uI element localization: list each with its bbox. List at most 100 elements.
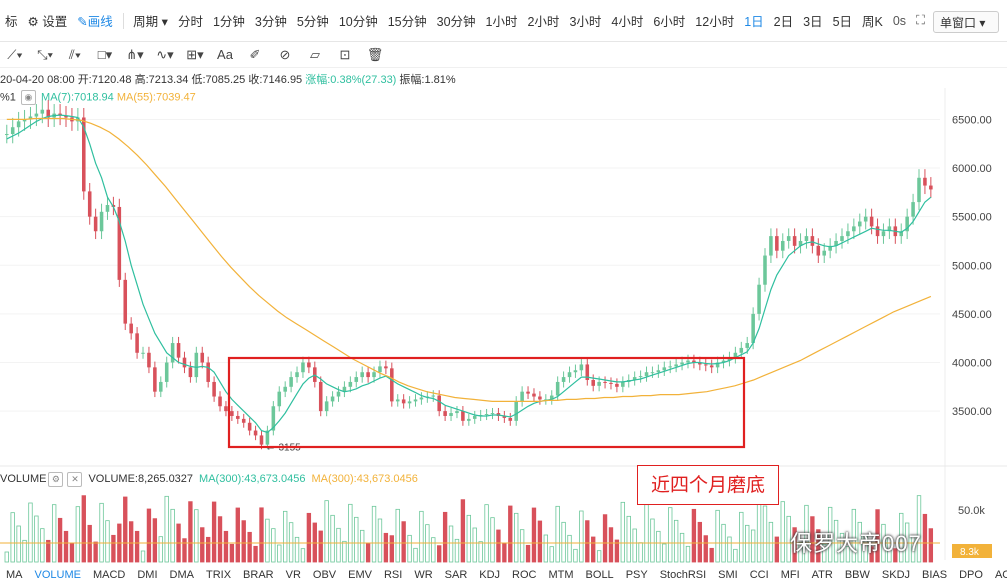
volume-bar	[626, 515, 631, 563]
magnet-tool-icon[interactable]: ⊘	[279, 46, 291, 62]
volume-bar	[620, 501, 626, 563]
indicator-tab-macd[interactable]: MACD	[92, 569, 126, 581]
interval-12[interactable]: 12小时	[695, 15, 735, 29]
brush-tool-icon[interactable]: ✐	[249, 46, 261, 62]
fib-tool-icon[interactable]: ⋔▾	[126, 46, 144, 62]
indicator-tab-sar[interactable]: SAR	[444, 569, 468, 581]
indicator-tab-rsi[interactable]: RSI	[383, 569, 403, 581]
interval-16[interactable]: 5日	[832, 15, 853, 29]
candle-body	[852, 226, 856, 232]
indicator-tab-dmi[interactable]: DMI	[137, 569, 158, 581]
wave-tool-icon[interactable]: ∿▾	[156, 46, 174, 62]
interval-1[interactable]: 1分钟	[212, 15, 245, 29]
eye-icon[interactable]: ◉	[20, 90, 36, 105]
indicator-tab-smi[interactable]: SMI	[718, 569, 738, 581]
line-tool-icon[interactable]: ⟋▾	[7, 46, 23, 62]
interval-6[interactable]: 30分钟	[436, 15, 476, 29]
indicator-tab-dpo[interactable]: DPO	[959, 569, 983, 581]
interval-2[interactable]: 3分钟	[254, 15, 287, 29]
indicator-tab-vr[interactable]: VR	[285, 569, 301, 581]
indicator-tab-kdj[interactable]: KDJ	[479, 569, 501, 581]
ruler-tool-icon[interactable]: ▱	[310, 46, 320, 62]
interval-4[interactable]: 10分钟	[338, 15, 378, 29]
volume-title: VOLUME	[0, 473, 47, 485]
volume-bar	[733, 548, 738, 563]
indicator-tab-mtm[interactable]: MTM	[548, 569, 574, 581]
candle-body	[283, 386, 287, 392]
volume-bar	[490, 517, 495, 563]
ma-prefix: %1	[0, 91, 16, 104]
indicator-tab-bbw[interactable]: BBW	[844, 569, 870, 581]
candle-body	[384, 366, 388, 369]
indicator-tab-ma[interactable]: MA	[6, 569, 23, 581]
volume-bar	[75, 506, 81, 563]
indicator-tab-ao[interactable]: AO	[994, 569, 1007, 581]
volume-bar	[419, 510, 424, 563]
trash-tool-icon[interactable]: 🗑	[366, 46, 384, 62]
volume-bar	[745, 524, 750, 563]
volume-bar	[182, 538, 187, 563]
interval-8[interactable]: 2小时	[527, 15, 560, 29]
indicator-tab-roc[interactable]: ROC	[512, 569, 537, 581]
window-mode-select[interactable]: 单窗口 ▾	[933, 11, 999, 33]
close-icon[interactable]: ✕	[67, 471, 83, 487]
indicator-tab-dma[interactable]: DMA	[169, 569, 194, 581]
period-dropdown[interactable]: 周期 ▾	[128, 11, 173, 30]
interval-9[interactable]: 3小时	[569, 15, 602, 29]
volume-bar	[851, 508, 857, 563]
interval-3[interactable]: 5分钟	[296, 15, 329, 29]
interval-17[interactable]: 周K	[862, 15, 883, 29]
settings-button[interactable]: ⚙ 设置	[27, 15, 68, 29]
settings-icon[interactable]: ⚙	[48, 471, 64, 487]
indicator-tab-bias[interactable]: BIAS	[922, 569, 948, 581]
candle-body	[739, 347, 744, 353]
interval-13[interactable]: 1日	[744, 15, 764, 29]
volume-bar	[128, 521, 134, 563]
interval-15[interactable]: 3日	[803, 15, 823, 29]
interval-0[interactable]: 分时	[177, 15, 203, 29]
draw-line-label: 画线	[87, 15, 113, 29]
candle-body	[875, 226, 880, 237]
lock-tool-icon[interactable]: ⊡	[339, 46, 351, 62]
candle-body	[520, 391, 524, 402]
interval-14[interactable]: 2日	[773, 15, 794, 29]
indicator-tab-mfi[interactable]: MFI	[780, 569, 800, 581]
y-tick-label: 5500.00	[952, 212, 992, 224]
indicator-tab-boll[interactable]: BOLL	[585, 569, 614, 581]
fullscreen-icon[interactable]: ⛶	[916, 13, 925, 27]
interval-7[interactable]: 1小时	[485, 15, 518, 29]
volume-bar	[869, 546, 874, 563]
interval-11[interactable]: 6小时	[653, 15, 686, 29]
text-tool-icon[interactable]: Aa	[217, 47, 233, 62]
grid-tool-icon[interactable]: ⊞▾	[186, 46, 204, 62]
interval-10[interactable]: 4小时	[611, 15, 644, 29]
indicator-tab-trix[interactable]: TRIX	[205, 569, 232, 581]
ray-tool-icon[interactable]: ⤡▾	[37, 46, 53, 62]
indicator-tab-stochrsi[interactable]: StochRSI	[659, 569, 707, 581]
candle-body	[923, 177, 927, 186]
indicator-tab-wr[interactable]: WR	[414, 569, 433, 581]
candle-body	[757, 284, 761, 314]
volume-bar	[750, 529, 756, 563]
indicator-tab-skdj[interactable]: SKDJ	[881, 569, 911, 581]
candle-body	[769, 236, 773, 256]
candle-body	[307, 362, 311, 368]
volume-bar	[810, 516, 815, 563]
settings-label: 设置	[42, 15, 68, 29]
draw-line-button[interactable]: ✎画线	[77, 15, 113, 29]
indicator-tab-volume[interactable]: VOLUME	[34, 569, 81, 581]
parallel-tool-icon[interactable]: ⫽▾	[68, 46, 82, 62]
rect-tool-icon[interactable]: □▾	[97, 46, 113, 62]
indicator-tab-brar[interactable]: BRAR	[243, 569, 274, 581]
candle-body	[330, 396, 335, 402]
candle-body	[342, 386, 347, 392]
indicator-tab-psy[interactable]: PSY	[625, 569, 648, 581]
indicator-menu[interactable]: 标	[5, 15, 18, 29]
candle-body	[437, 395, 441, 412]
indicator-tab-emv[interactable]: EMV	[348, 569, 372, 581]
indicator-tab-atr[interactable]: ATR	[811, 569, 833, 581]
indicator-tab-cci[interactable]: CCI	[749, 569, 769, 581]
interval-5[interactable]: 15分钟	[387, 15, 427, 29]
indicator-tab-obv[interactable]: OBV	[312, 569, 337, 581]
